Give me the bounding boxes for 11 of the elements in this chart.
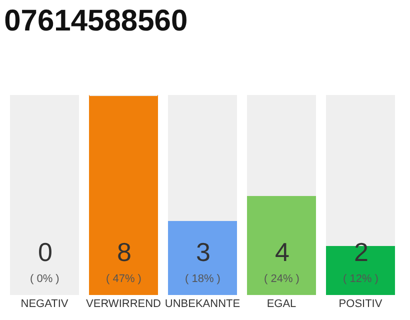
chart-title: 07614588560 bbox=[4, 4, 188, 38]
x-tick-label: NEGATIV bbox=[20, 298, 69, 310]
data-label: 0 ( 0% ) bbox=[30, 237, 60, 285]
x-tick-label: UNBEKANNTE bbox=[164, 298, 240, 310]
x-tick-label: VERWIRREND bbox=[86, 298, 162, 310]
data-label: 4 ( 24% ) bbox=[264, 237, 300, 285]
data-label: 3 ( 18% ) bbox=[185, 237, 220, 285]
x-tick-label: EGAL bbox=[266, 298, 296, 310]
data-label: 2 ( 12% ) bbox=[343, 237, 378, 285]
data-label: 8 ( 47% ) bbox=[106, 237, 142, 285]
x-tick-label: POSITIV bbox=[338, 298, 383, 310]
